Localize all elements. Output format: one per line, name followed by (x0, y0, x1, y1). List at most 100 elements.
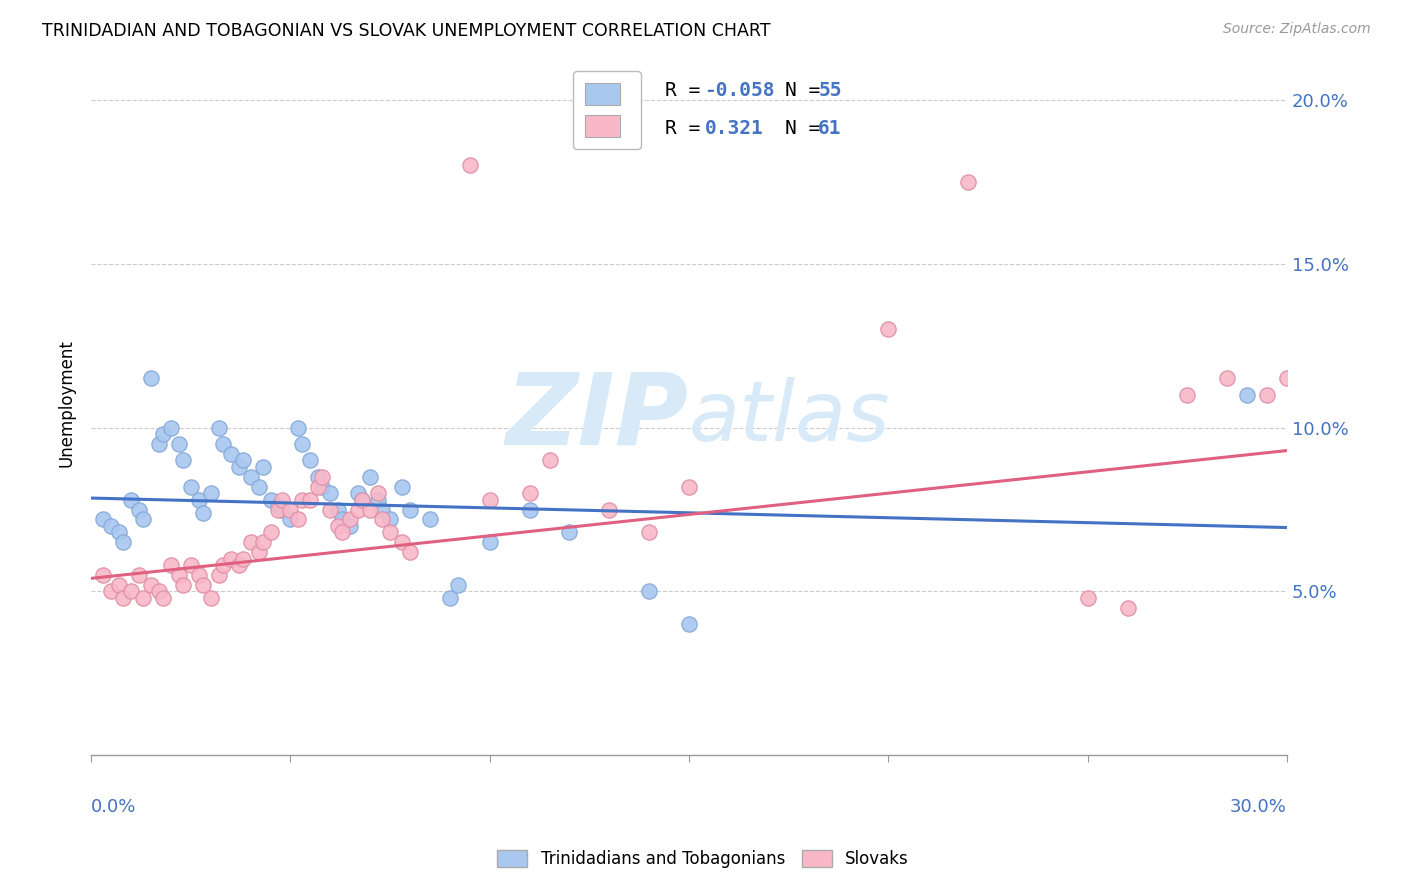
Point (180, 558, 202, 573)
Point (239, 469, 262, 483)
Point (100, 519, 122, 533)
Point (519, 486, 541, 500)
Point (371, 502, 394, 516)
Point (187, 492, 209, 507)
Point (367, 492, 389, 507)
Point (359, 502, 381, 516)
Point (108, 578, 131, 592)
Point (1077, 591, 1099, 605)
Point (287, 512, 309, 526)
Point (112, 591, 135, 605)
Point (378, 525, 401, 540)
Point (267, 502, 290, 516)
Point (271, 492, 294, 507)
Point (519, 502, 541, 516)
Point (352, 492, 374, 507)
Point (148, 437, 170, 451)
Point (638, 584, 661, 599)
Point (160, 558, 183, 573)
Text: -0.058: -0.058 (704, 81, 775, 100)
Point (120, 492, 142, 507)
Point (267, 500, 290, 514)
Point (259, 492, 281, 507)
Point (219, 447, 242, 461)
Point (259, 525, 281, 540)
Point (447, 578, 470, 592)
Point (458, 158, 481, 172)
Point (172, 453, 194, 467)
Point (208, 420, 231, 434)
Point (271, 502, 294, 516)
Text: 55: 55 (818, 81, 842, 100)
Point (228, 459, 250, 474)
Point (307, 469, 329, 483)
Point (391, 535, 413, 549)
Point (200, 591, 222, 605)
Point (299, 453, 322, 467)
Point (319, 486, 342, 500)
Point (1236, 388, 1258, 402)
Point (347, 486, 370, 500)
Text: atlas: atlas (689, 376, 890, 458)
Point (167, 568, 190, 582)
Point (112, 535, 135, 549)
Legend: , : , (574, 71, 641, 149)
Point (228, 558, 250, 573)
Point (1275, 371, 1298, 385)
Point (211, 558, 233, 573)
Point (247, 545, 270, 559)
Point (391, 480, 413, 494)
Point (252, 459, 274, 474)
Point (232, 453, 254, 467)
Point (139, 578, 162, 592)
Point (419, 512, 441, 526)
Point (330, 512, 353, 526)
Point (232, 551, 254, 566)
Point (299, 492, 322, 507)
Point (132, 512, 155, 526)
Point (152, 591, 174, 605)
Point (152, 427, 174, 442)
Point (280, 502, 302, 516)
Point (678, 480, 700, 494)
Point (200, 486, 222, 500)
Point (319, 502, 342, 516)
Point (399, 545, 422, 559)
Point (439, 591, 461, 605)
Point (478, 492, 501, 507)
Text: 61: 61 (818, 119, 842, 138)
Point (367, 486, 389, 500)
Point (211, 437, 233, 451)
Point (187, 568, 209, 582)
Point (108, 525, 131, 540)
Point (180, 480, 202, 494)
Text: TRINIDADIAN AND TOBAGONIAN VS SLOVAK UNEMPLOYMENT CORRELATION CHART: TRINIDADIAN AND TOBAGONIAN VS SLOVAK UNE… (42, 22, 770, 40)
Text: 0.321: 0.321 (704, 119, 763, 138)
Point (191, 506, 214, 520)
Point (167, 437, 190, 451)
Point (239, 535, 262, 549)
Y-axis label: Unemployment: Unemployment (58, 339, 75, 467)
Point (371, 512, 394, 526)
Text: R =: R = (665, 119, 724, 138)
Point (678, 617, 700, 632)
Point (311, 480, 333, 494)
Point (877, 322, 900, 336)
Point (598, 502, 620, 516)
Point (352, 492, 374, 507)
Point (160, 420, 183, 434)
Point (558, 525, 581, 540)
Text: ZIP: ZIP (506, 368, 689, 466)
Point (148, 584, 170, 599)
Point (307, 480, 329, 494)
Point (287, 420, 309, 434)
Point (1175, 388, 1198, 402)
Point (100, 584, 122, 599)
Point (208, 568, 231, 582)
Text: 0.0%: 0.0% (91, 797, 136, 815)
Point (1216, 371, 1239, 385)
Point (339, 512, 361, 526)
Point (91, 568, 114, 582)
Point (128, 568, 150, 582)
Point (128, 502, 150, 516)
